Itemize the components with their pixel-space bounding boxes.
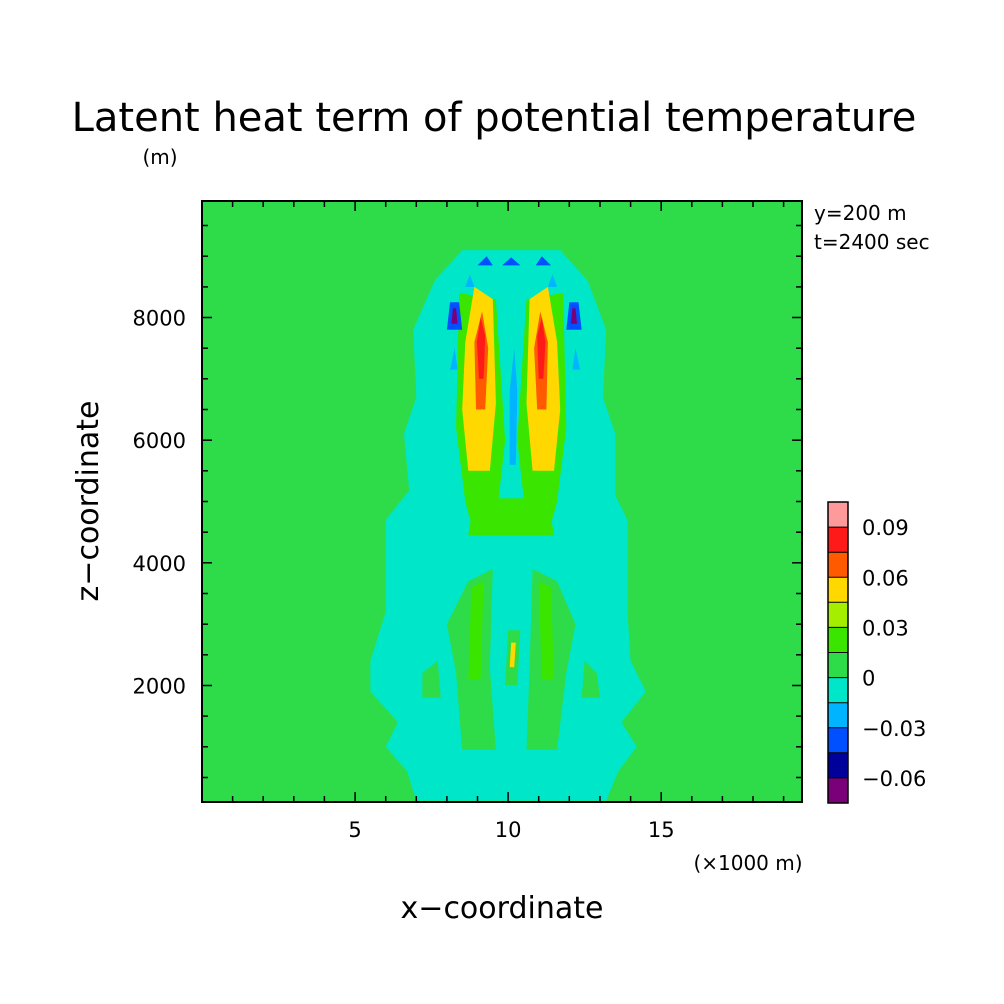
contour-region-central-downdraft: [509, 348, 518, 465]
contour-region-lower-left-lobe: [422, 660, 441, 698]
x-axis-unit: (×1000 m): [693, 851, 802, 875]
colorbar-tick-label: 0.06: [862, 566, 909, 590]
y-tick-label: 8000: [133, 307, 186, 331]
x-tick-label: 5: [348, 818, 361, 842]
contour-region-lower-center-core: [509, 642, 516, 668]
x-axis-label: x−coordinate: [401, 891, 604, 926]
minor-ticks: [202, 201, 802, 802]
contour-regions: [370, 250, 646, 801]
colorbar-tick-label: 0.09: [862, 516, 909, 540]
contour-region-cloud-base-band: [468, 498, 554, 536]
annotation-t: t=2400 sec: [814, 230, 930, 254]
annotation-y: y=200 m: [814, 201, 907, 225]
colorbar-swatch: [828, 727, 848, 753]
colorbar-tick-label: 0.03: [862, 616, 909, 640]
x-tick-label: 10: [495, 818, 522, 842]
y-axis-ticks: 2000 4000 6000 8000: [133, 307, 186, 699]
colorbar-swatch: [828, 502, 848, 528]
contour-region-right-edge-darkblue: [570, 308, 577, 324]
contour-region-left-side-cyan: [450, 348, 458, 370]
colorbar-swatch: [828, 777, 848, 803]
colorbar-swatch: [828, 552, 848, 578]
colorbar-tick-label: −0.03: [862, 717, 926, 741]
colorbar-swatch: [828, 577, 848, 603]
contour-region-lower-left-core: [468, 581, 484, 680]
y-tick-label: 4000: [133, 552, 186, 576]
contour-region-lower-right-core: [538, 581, 554, 680]
colorbar-swatch: [828, 752, 848, 778]
chart-title: Latent heat term of potential temperatur…: [72, 95, 917, 141]
colorbar-swatch: [828, 652, 848, 678]
colorbar-swatch: [828, 527, 848, 553]
colorbar-swatch: [828, 677, 848, 703]
y-tick-label: 6000: [133, 429, 186, 453]
contour-region-right-red-core: [537, 317, 546, 379]
colorbar: 0.09 0.06 0.03 0 −0.03 −0.06: [827, 501, 926, 804]
contour-region-right-small-cyan: [547, 274, 558, 287]
contour-region-right-side-cyan: [572, 348, 581, 370]
y-axis-label: z−coordinate: [71, 401, 106, 602]
contour-region-left-red-core: [476, 317, 486, 379]
y-axis-unit: (m): [142, 145, 177, 169]
y-tick-label: 2000: [133, 675, 186, 699]
contour-region-lower-right-lobe: [581, 660, 600, 698]
contour-region-top-center-cap: [502, 257, 521, 266]
contour-region-upper-cloud-envelope: [404, 250, 616, 502]
contour-region-left-edge-darkblue: [451, 308, 458, 324]
x-tick-label: 15: [648, 818, 675, 842]
colorbar-swatch: [828, 702, 848, 728]
contour-region-top-right-cap: [535, 256, 551, 266]
colorbar-swatch: [828, 602, 848, 628]
contour-region-left-small-cyan: [465, 274, 475, 287]
colorbar-tick-label: −0.06: [862, 767, 926, 791]
x-axis-ticks: 5 10 15: [348, 818, 674, 842]
colorbar-swatch: [828, 627, 848, 653]
plot-area: 5 10 15 2000 4000 6000 8000: [133, 200, 803, 842]
contour-region-top-left-cap: [477, 256, 493, 266]
colorbar-tick-label: 0: [862, 667, 875, 691]
